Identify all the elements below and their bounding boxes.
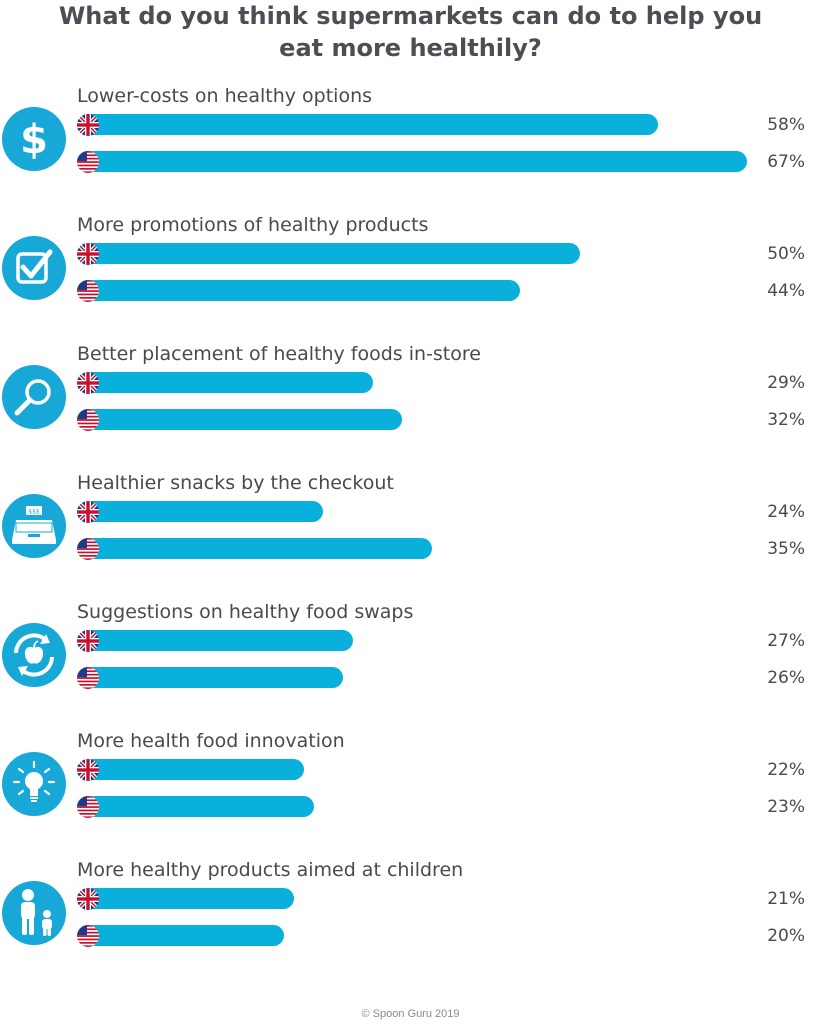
bar-row: 32% <box>77 409 817 431</box>
bar <box>87 280 521 301</box>
chart-title-line-2: eat more healthily? <box>279 34 542 62</box>
bar <box>87 796 314 817</box>
category-group: Better placement of healthy foods in-sto… <box>0 343 821 465</box>
data-label: 27% <box>767 631 805 651</box>
data-label: 50% <box>767 244 805 264</box>
data-label: 44% <box>767 281 805 301</box>
data-label: 26% <box>767 668 805 688</box>
bar <box>87 372 373 393</box>
uk-flag-icon <box>77 759 99 781</box>
category-label: More promotions of healthy products <box>77 214 429 236</box>
uk-flag-icon <box>77 501 99 523</box>
bar-row: 24% <box>77 501 817 523</box>
category-group: Suggestions on healthy food swaps 27% 26% <box>0 601 821 723</box>
bar <box>87 151 747 172</box>
svg-text:$$$: $$$ <box>28 509 40 516</box>
bar-row: 21% <box>77 888 817 910</box>
swap-apple-icon <box>2 623 66 687</box>
us-flag-icon <box>77 925 99 947</box>
uk-flag-icon <box>77 888 99 910</box>
category-group: More healthy products aimed at children 2… <box>0 859 821 981</box>
bar <box>87 501 324 522</box>
bar <box>87 243 580 264</box>
category-group: $$$ Healthier snacks by the checkout 24% 35… <box>0 472 821 594</box>
bar-row: 35% <box>77 538 817 560</box>
category-group: $ Lower-costs on healthy options 58% 67% <box>0 85 821 207</box>
us-flag-icon <box>77 409 99 431</box>
category-label: Suggestions on healthy food swaps <box>77 601 414 623</box>
parent-child-icon <box>2 881 66 945</box>
data-label: 29% <box>767 373 805 393</box>
chart-title: What do you think supermarkets can do to… <box>0 0 821 64</box>
us-flag-icon <box>77 151 99 173</box>
us-flag-icon <box>77 667 99 689</box>
magnifier-icon <box>2 365 66 429</box>
bar-row: 26% <box>77 667 817 689</box>
bar-row: 67% <box>77 151 817 173</box>
data-label: 20% <box>767 926 805 946</box>
us-flag-icon <box>77 796 99 818</box>
bar <box>87 114 659 135</box>
cash-register-icon: $$$ <box>2 494 66 558</box>
us-flag-icon <box>77 538 99 560</box>
svg-text:$: $ <box>20 117 48 163</box>
uk-flag-icon <box>77 372 99 394</box>
data-label: 32% <box>767 410 805 430</box>
checkbox-icon <box>2 236 66 300</box>
lightbulb-icon <box>2 752 66 816</box>
bar <box>87 409 403 430</box>
data-label: 58% <box>767 115 805 135</box>
category-label: Lower-costs on healthy options <box>77 85 373 107</box>
copyright-credit: © Spoon Guru 2019 <box>361 1008 460 1020</box>
bar-row: 44% <box>77 280 817 302</box>
bar <box>87 759 304 780</box>
data-label: 22% <box>767 760 805 780</box>
category-group: More health food innovation 22% 23% <box>0 730 821 852</box>
bar-row: 29% <box>77 372 817 394</box>
category-label: More healthy products aimed at children <box>77 859 464 881</box>
bar <box>87 630 353 651</box>
chart-title-line-1: What do you think supermarkets can do to… <box>58 2 763 30</box>
bar <box>87 888 294 909</box>
category-label: Better placement of healthy foods in-sto… <box>77 343 481 365</box>
bar <box>87 667 344 688</box>
bar-row: 58% <box>77 114 817 136</box>
uk-flag-icon <box>77 114 99 136</box>
bar <box>87 925 284 946</box>
data-label: 35% <box>767 539 805 559</box>
category-label: More health food innovation <box>77 730 345 752</box>
bar-row: 20% <box>77 925 817 947</box>
category-group: More promotions of healthy products 50% 44… <box>0 214 821 336</box>
bar-row: 22% <box>77 759 817 781</box>
data-label: 21% <box>767 889 805 909</box>
bar-row: 50% <box>77 243 817 265</box>
bar <box>87 538 432 559</box>
uk-flag-icon <box>77 630 99 652</box>
us-flag-icon <box>77 280 99 302</box>
data-label: 24% <box>767 502 805 522</box>
data-label: 23% <box>767 797 805 817</box>
bar-row: 23% <box>77 796 817 818</box>
bar-row: 27% <box>77 630 817 652</box>
data-label: 67% <box>767 152 805 172</box>
uk-flag-icon <box>77 243 99 265</box>
category-label: Healthier snacks by the checkout <box>77 472 394 494</box>
dollar-icon: $ <box>2 107 66 171</box>
